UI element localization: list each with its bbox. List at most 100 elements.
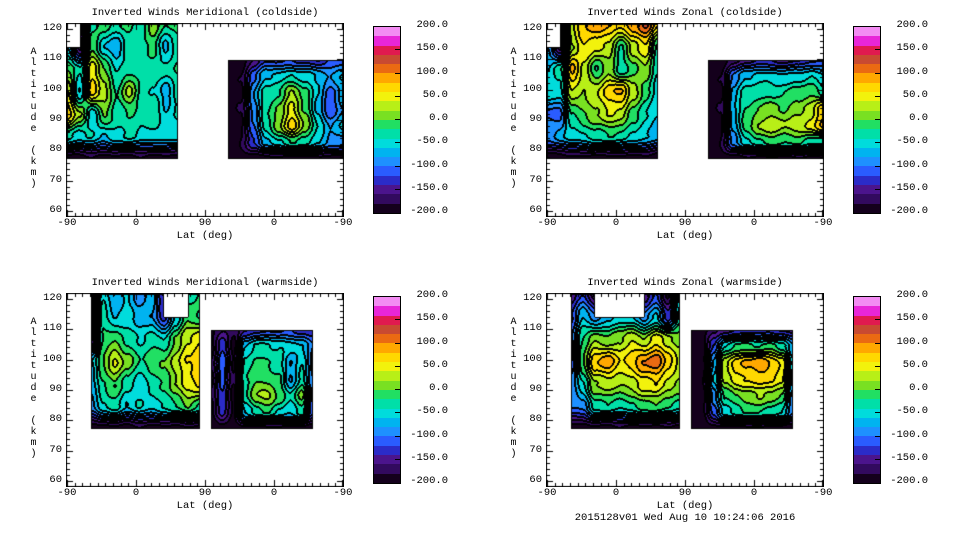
- colorbar-band: [854, 73, 880, 83]
- colorbar-tick: [395, 95, 400, 97]
- colorbar-tick: [395, 458, 400, 460]
- y-tick-label: 70: [529, 173, 542, 186]
- colorbar-band: [854, 203, 880, 213]
- colorbar-band: [854, 315, 880, 325]
- colorbar-band: [854, 82, 880, 93]
- colorbar-tick: [875, 435, 880, 437]
- x-tick-label: 0: [612, 487, 620, 499]
- colorbar-tick: [875, 458, 880, 460]
- colorbar-tick: [395, 142, 400, 144]
- colorbar-tick-label: 200.0: [416, 289, 448, 301]
- colorbar-band: [854, 138, 880, 148]
- plot-title: Inverted Winds Zonal (warmside): [587, 277, 783, 289]
- colorbar-tick: [395, 389, 400, 390]
- y-axis-label: Altitude (km): [28, 317, 39, 460]
- colorbar-band: [374, 36, 400, 46]
- y-tick-label: 90: [529, 383, 542, 395]
- colorbar-band: [374, 436, 400, 446]
- colorbar-tick: [875, 72, 880, 74]
- x-axis-label: Lat (deg): [656, 500, 714, 512]
- colorbar-band: [374, 129, 400, 139]
- colorbar-band: [374, 473, 400, 483]
- colorbar-band: [374, 399, 400, 409]
- colorbar-tick: [875, 319, 880, 321]
- colorbar-band: [854, 464, 880, 474]
- colorbar-tick-label: -50.0: [416, 405, 448, 418]
- colorbar-band: [854, 343, 880, 353]
- x-tick-label: -90: [537, 487, 557, 499]
- x-tick-label: 90: [198, 487, 212, 499]
- panel-meridional-warmside: Inverted Winds Meridional (warmside) Alt…: [0, 270, 480, 540]
- x-tick-label: -90: [333, 487, 353, 499]
- colorbar-band: [854, 408, 880, 418]
- colorbar-tick-label: 50.0: [902, 358, 928, 371]
- colorbar-band: [374, 445, 400, 456]
- colorbar-tick-label: 100.0: [416, 335, 448, 348]
- colorbar-band: [854, 119, 880, 130]
- y-tick-label: 110: [523, 52, 542, 65]
- y-tick-label: 120: [523, 291, 542, 304]
- y-tick-label: 80: [49, 413, 62, 426]
- panel-zonal-warmside: Inverted Winds Zonal (warmside) Altitude…: [480, 270, 960, 540]
- colorbar-tick-label: 150.0: [896, 312, 928, 325]
- y-tick-label: 90: [529, 113, 542, 125]
- colorbar-tick: [395, 49, 400, 51]
- colorbar-band: [374, 352, 400, 363]
- colorbar-tick: [395, 319, 400, 321]
- colorbar-band: [854, 417, 880, 428]
- colorbar-band: [374, 175, 400, 186]
- colorbar-band: [854, 362, 880, 372]
- colorbar-band: [854, 399, 880, 409]
- colorbar-tick-label: -150.0: [410, 451, 448, 464]
- x-tick-label: 0: [750, 487, 758, 499]
- x-tick-label: -90: [537, 217, 557, 229]
- colorbar-band: [374, 203, 400, 213]
- colorbar-band: [854, 306, 880, 316]
- y-tick-label: 120: [523, 21, 542, 34]
- y-tick-label: 100: [43, 352, 62, 365]
- contour-plot-canvas: [546, 23, 824, 217]
- y-tick-label: 60: [529, 204, 542, 217]
- x-tick-label: -90: [813, 487, 833, 499]
- colorbar-tick-label: -150.0: [890, 451, 928, 464]
- colorbar-band: [374, 157, 400, 167]
- colorbar-band: [854, 175, 880, 186]
- colorbar-tick-label: -150.0: [410, 181, 448, 194]
- colorbar-tick-label: -100.0: [890, 158, 928, 171]
- colorbar-band: [374, 54, 400, 65]
- colorbar-band: [854, 92, 880, 102]
- y-tick-label: 110: [523, 322, 542, 335]
- colorbar: [853, 26, 881, 214]
- colorbar-tick-label: -200.0: [890, 205, 928, 217]
- x-tick-label: -90: [57, 217, 77, 229]
- colorbar-band: [854, 45, 880, 55]
- colorbar: [373, 296, 401, 484]
- colorbar-tick: [875, 188, 880, 190]
- colorbar-tick-label: 50.0: [902, 88, 928, 101]
- y-tick-label: 120: [43, 21, 62, 34]
- colorbar-band: [374, 166, 400, 176]
- contour-plot-canvas: [66, 293, 344, 487]
- y-tick-label: 90: [49, 113, 62, 125]
- colorbar-band: [374, 324, 400, 335]
- x-tick-label: -90: [333, 217, 353, 229]
- colorbar-tick-label: 0.0: [429, 112, 448, 124]
- colorbar-band: [854, 129, 880, 139]
- colorbar-band: [374, 138, 400, 148]
- plot-timestamp: 2015128v01 Wed Aug 10 10:24:06 2016: [574, 512, 796, 524]
- colorbar-tick-label: 0.0: [909, 382, 928, 394]
- colorbar-band: [374, 306, 400, 316]
- colorbar-band: [374, 427, 400, 437]
- colorbar-band: [854, 36, 880, 46]
- panel-zonal-coldside: Inverted Winds Zonal (coldside) Altitude…: [480, 0, 960, 270]
- colorbar-tick-label: 50.0: [422, 88, 448, 101]
- y-tick-label: 60: [529, 474, 542, 487]
- colorbar-band: [374, 417, 400, 428]
- colorbar-band: [374, 371, 400, 381]
- colorbar-band: [374, 455, 400, 465]
- x-tick-label: 0: [132, 487, 140, 499]
- y-tick-label: 80: [49, 143, 62, 156]
- colorbar-band: [854, 380, 880, 390]
- y-tick-label: 100: [43, 82, 62, 95]
